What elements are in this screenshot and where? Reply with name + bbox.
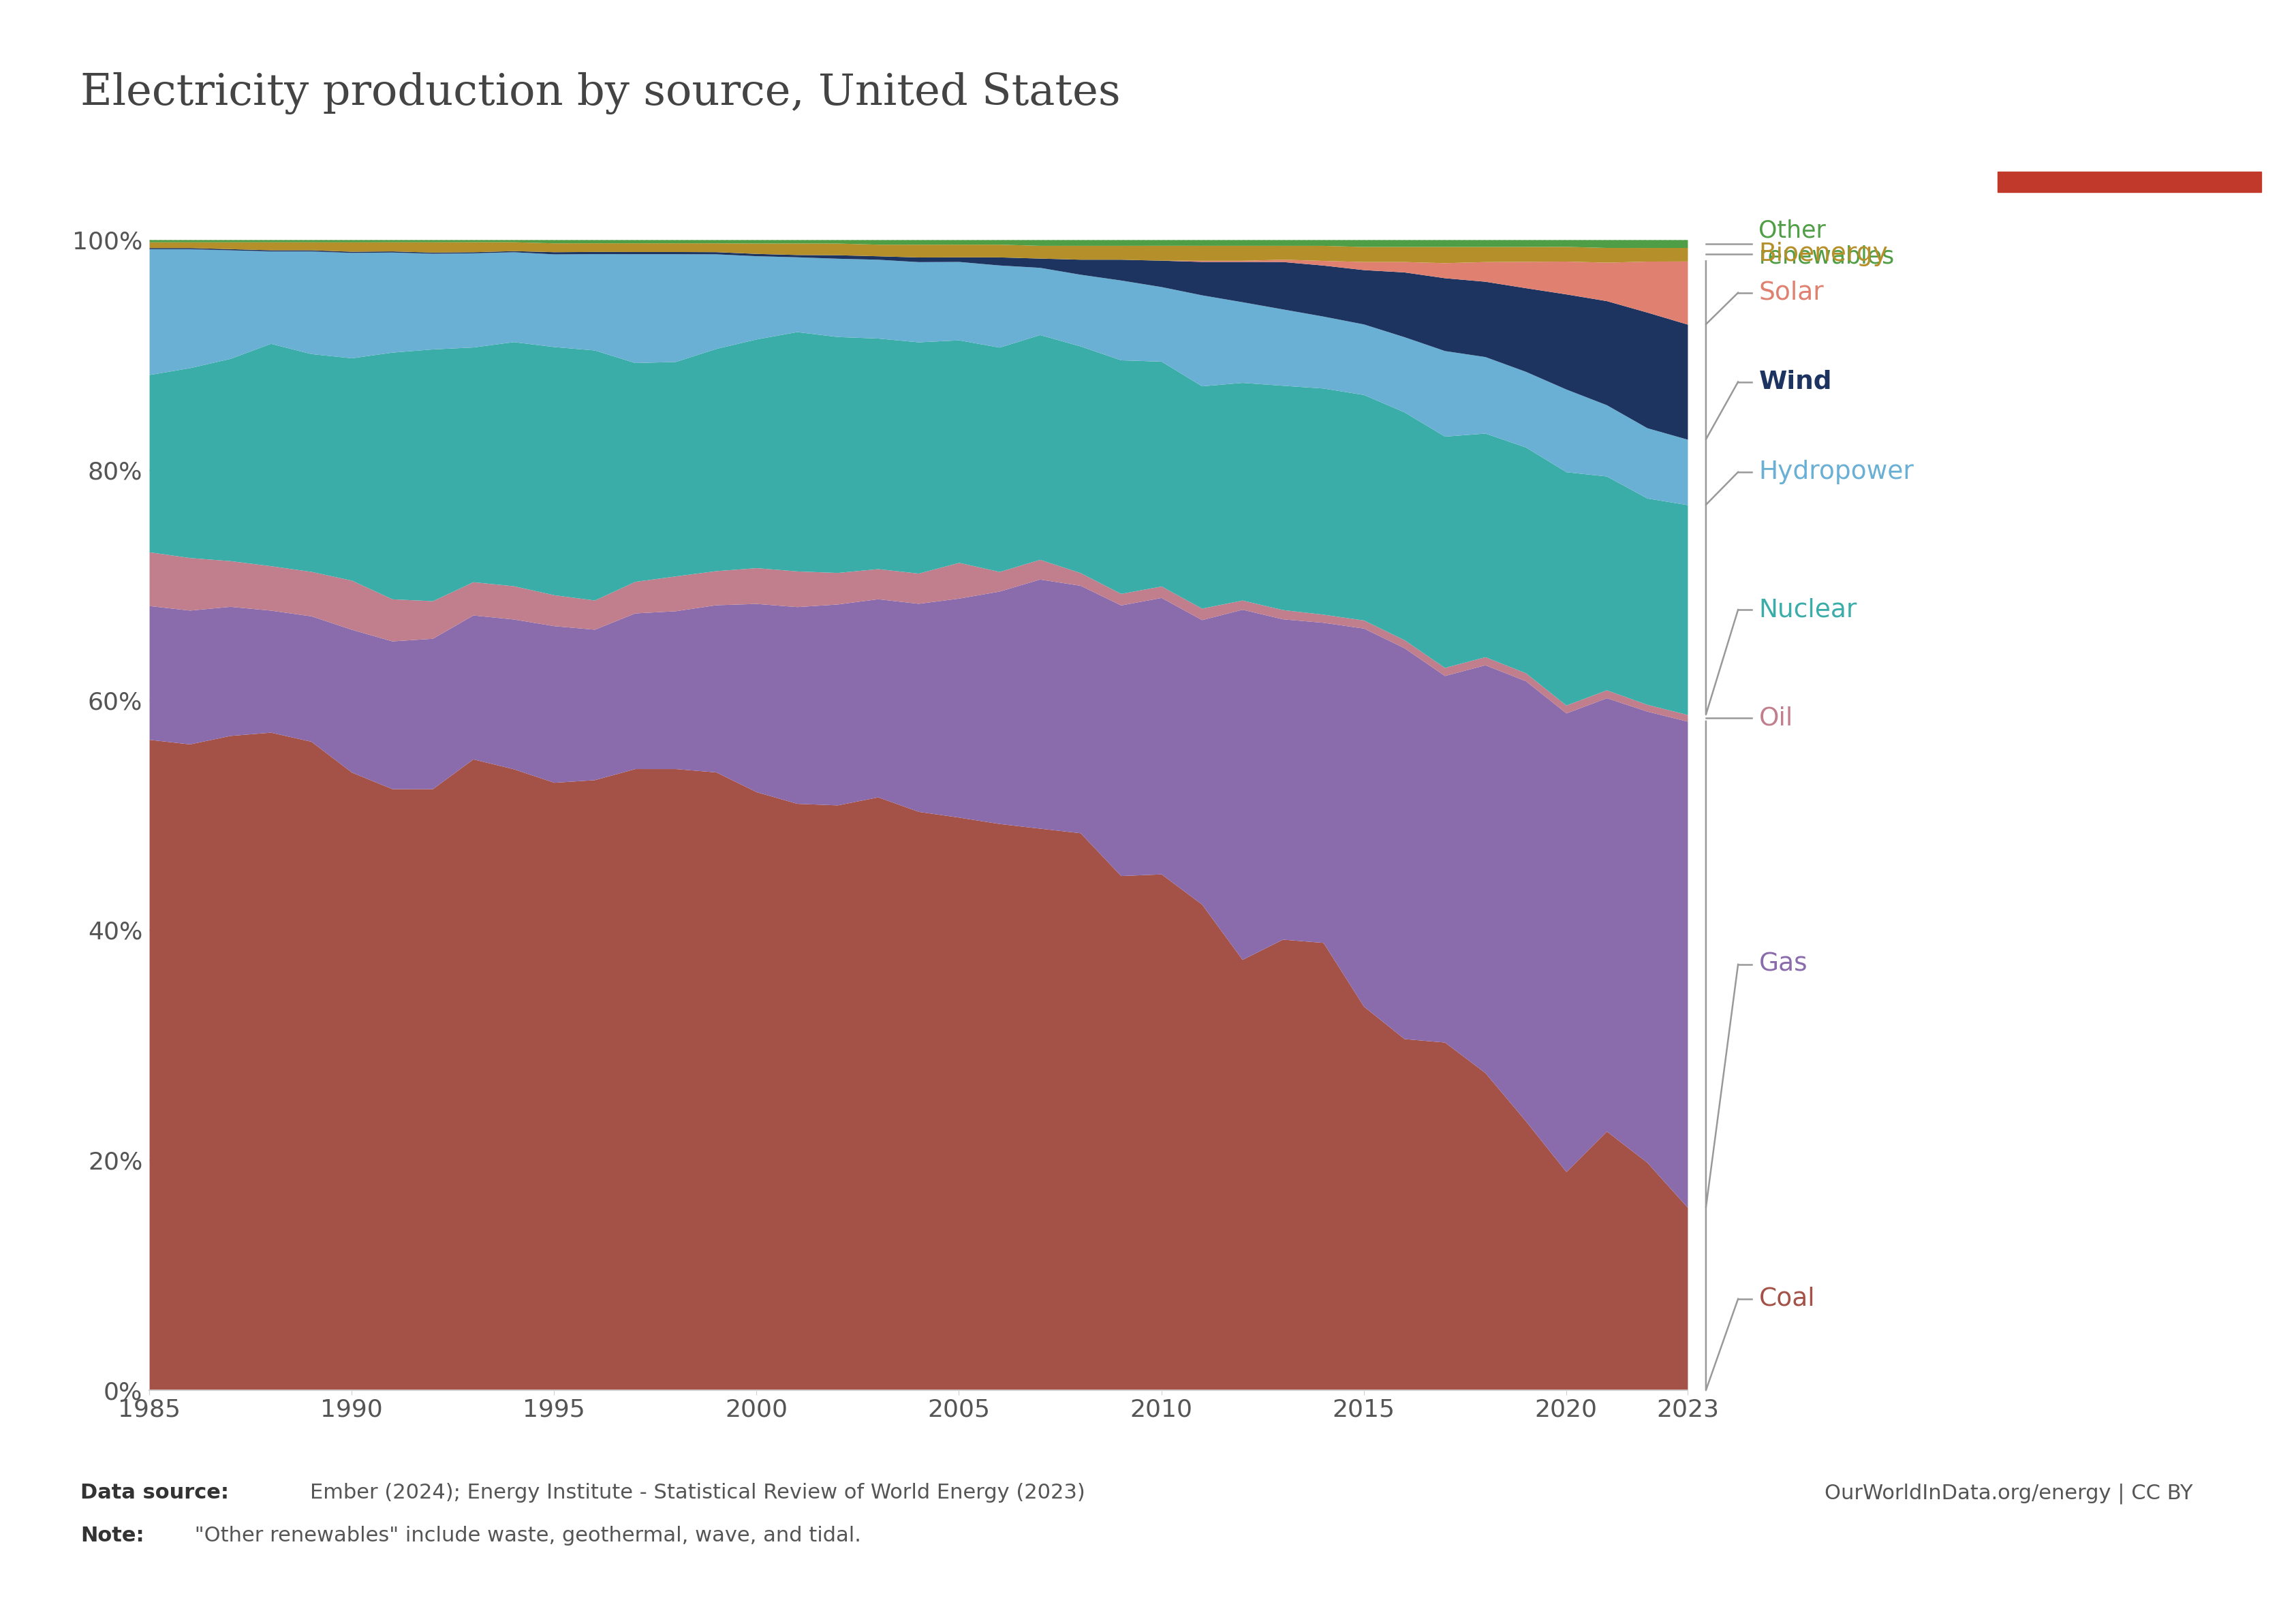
Text: in Data: in Data	[2082, 107, 2177, 129]
Bar	[1998, 171, 2262, 192]
Text: Nuclear: Nuclear	[1759, 598, 1857, 622]
Text: Oil: Oil	[1759, 706, 1793, 730]
Text: OurWorldInData.org/energy | CC BY: OurWorldInData.org/energy | CC BY	[1825, 1483, 2193, 1504]
Text: Gas: Gas	[1759, 952, 1807, 976]
Text: Ember (2024); Energy Institute - Statistical Review of World Energy (2023): Ember (2024); Energy Institute - Statist…	[310, 1483, 1086, 1502]
Text: Bioenergy: Bioenergy	[1759, 243, 1887, 267]
Text: Electricity production by source, United States: Electricity production by source, United…	[80, 72, 1120, 113]
Text: Other
renewables: Other renewables	[1759, 219, 1894, 268]
Text: Note:: Note:	[80, 1526, 145, 1545]
Text: Solar: Solar	[1759, 281, 1823, 305]
Text: Data source:: Data source:	[80, 1483, 230, 1502]
Text: Our World: Our World	[2064, 58, 2195, 80]
Text: Wind: Wind	[1759, 369, 1832, 395]
Text: Hydropower: Hydropower	[1759, 460, 1915, 484]
Text: Coal: Coal	[1759, 1286, 1816, 1310]
Text: "Other renewables" include waste, geothermal, wave, and tidal.: "Other renewables" include waste, geothe…	[188, 1526, 861, 1545]
